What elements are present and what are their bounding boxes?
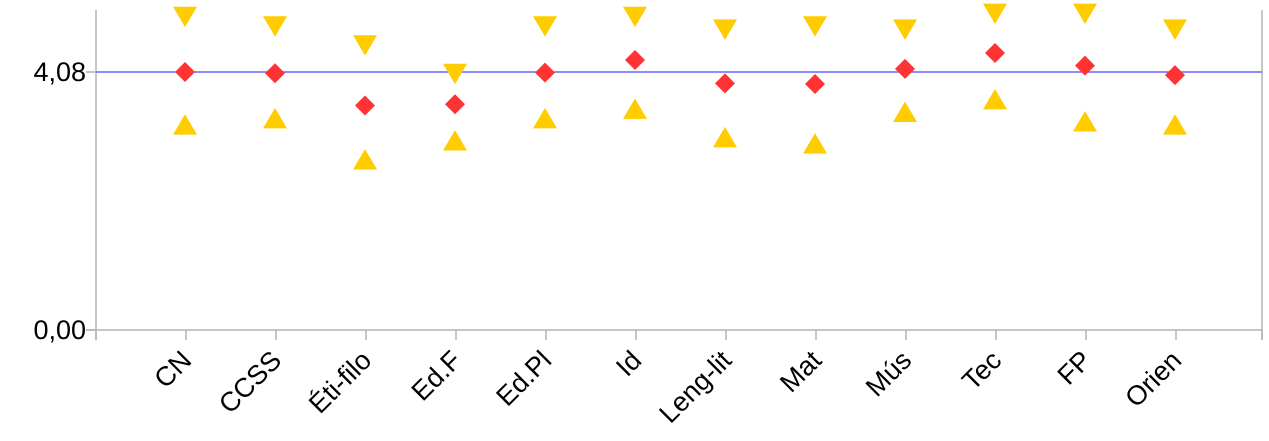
triangle-up-marker [713, 126, 737, 148]
triangle-up-marker [1163, 114, 1187, 135]
triangle-down-marker [173, 6, 197, 28]
x-tick-label: Tec [956, 345, 1007, 396]
chart-labels: 0,00 4,08 CN CCSS Éti-filo Ed.F Ed.Pl Id Leng-li… [33, 57, 1187, 429]
triangle-down-marker [353, 35, 377, 56]
triangle-up-marker [803, 133, 827, 154]
x-tick-label: Éti-filo [303, 345, 377, 419]
y-tick-label: 0,00 [33, 315, 86, 345]
diamond-marker [445, 94, 465, 115]
triangle-down-marker [803, 16, 827, 37]
triangle-down-marker [263, 16, 287, 37]
triangle-up-marker [173, 114, 197, 135]
diamond-marker [535, 62, 555, 83]
diamond-marker [715, 73, 735, 94]
x-tick-label: FP [1052, 345, 1098, 391]
triangle-up-marker [1073, 111, 1097, 132]
triangle-up-marker [983, 88, 1007, 110]
triangle-up-marker [263, 107, 287, 129]
y-tick-label: 4,08 [33, 57, 86, 87]
x-tick-label: Orien [1119, 345, 1187, 413]
triangle-up-marker [533, 107, 557, 129]
x-tick-label: Id [610, 345, 647, 382]
diamond-marker [1075, 55, 1095, 76]
triangle-up-marker [353, 149, 377, 170]
diamond-marker [355, 95, 375, 116]
triangle-up-marker [443, 130, 467, 151]
triangle-down-marker [1163, 19, 1187, 40]
triangle-down-marker [623, 6, 647, 28]
x-tick-label: Mat [774, 345, 827, 398]
x-tick-label: Leng-lit [653, 345, 737, 429]
triangle-down-marker [443, 63, 467, 85]
diamond-marker [985, 43, 1005, 64]
chart-axes [86, 10, 1263, 340]
x-tick-label: CCSS [213, 345, 287, 419]
triangle-down-marker [1073, 3, 1097, 25]
triangle-up-marker [893, 101, 917, 123]
x-tick-label: Ed.F [406, 345, 468, 407]
diamond-marker [895, 58, 915, 79]
triangle-down-marker [713, 19, 737, 40]
diamond-marker [175, 62, 195, 82]
triangle-down-marker [533, 16, 557, 37]
triangle-down-marker [893, 19, 917, 40]
diamond-marker [1165, 65, 1185, 86]
chart-marks [173, 3, 1187, 170]
x-tick-label: Mús [860, 345, 917, 402]
triangle-up-marker [623, 98, 647, 119]
x-tick-label: Ed.Pl [490, 345, 557, 412]
x-tick-label: CN [148, 345, 197, 394]
diamond-marker [625, 49, 645, 70]
triangle-down-marker [983, 3, 1007, 25]
diamond-marker [805, 74, 825, 95]
diamond-marker [265, 63, 285, 84]
